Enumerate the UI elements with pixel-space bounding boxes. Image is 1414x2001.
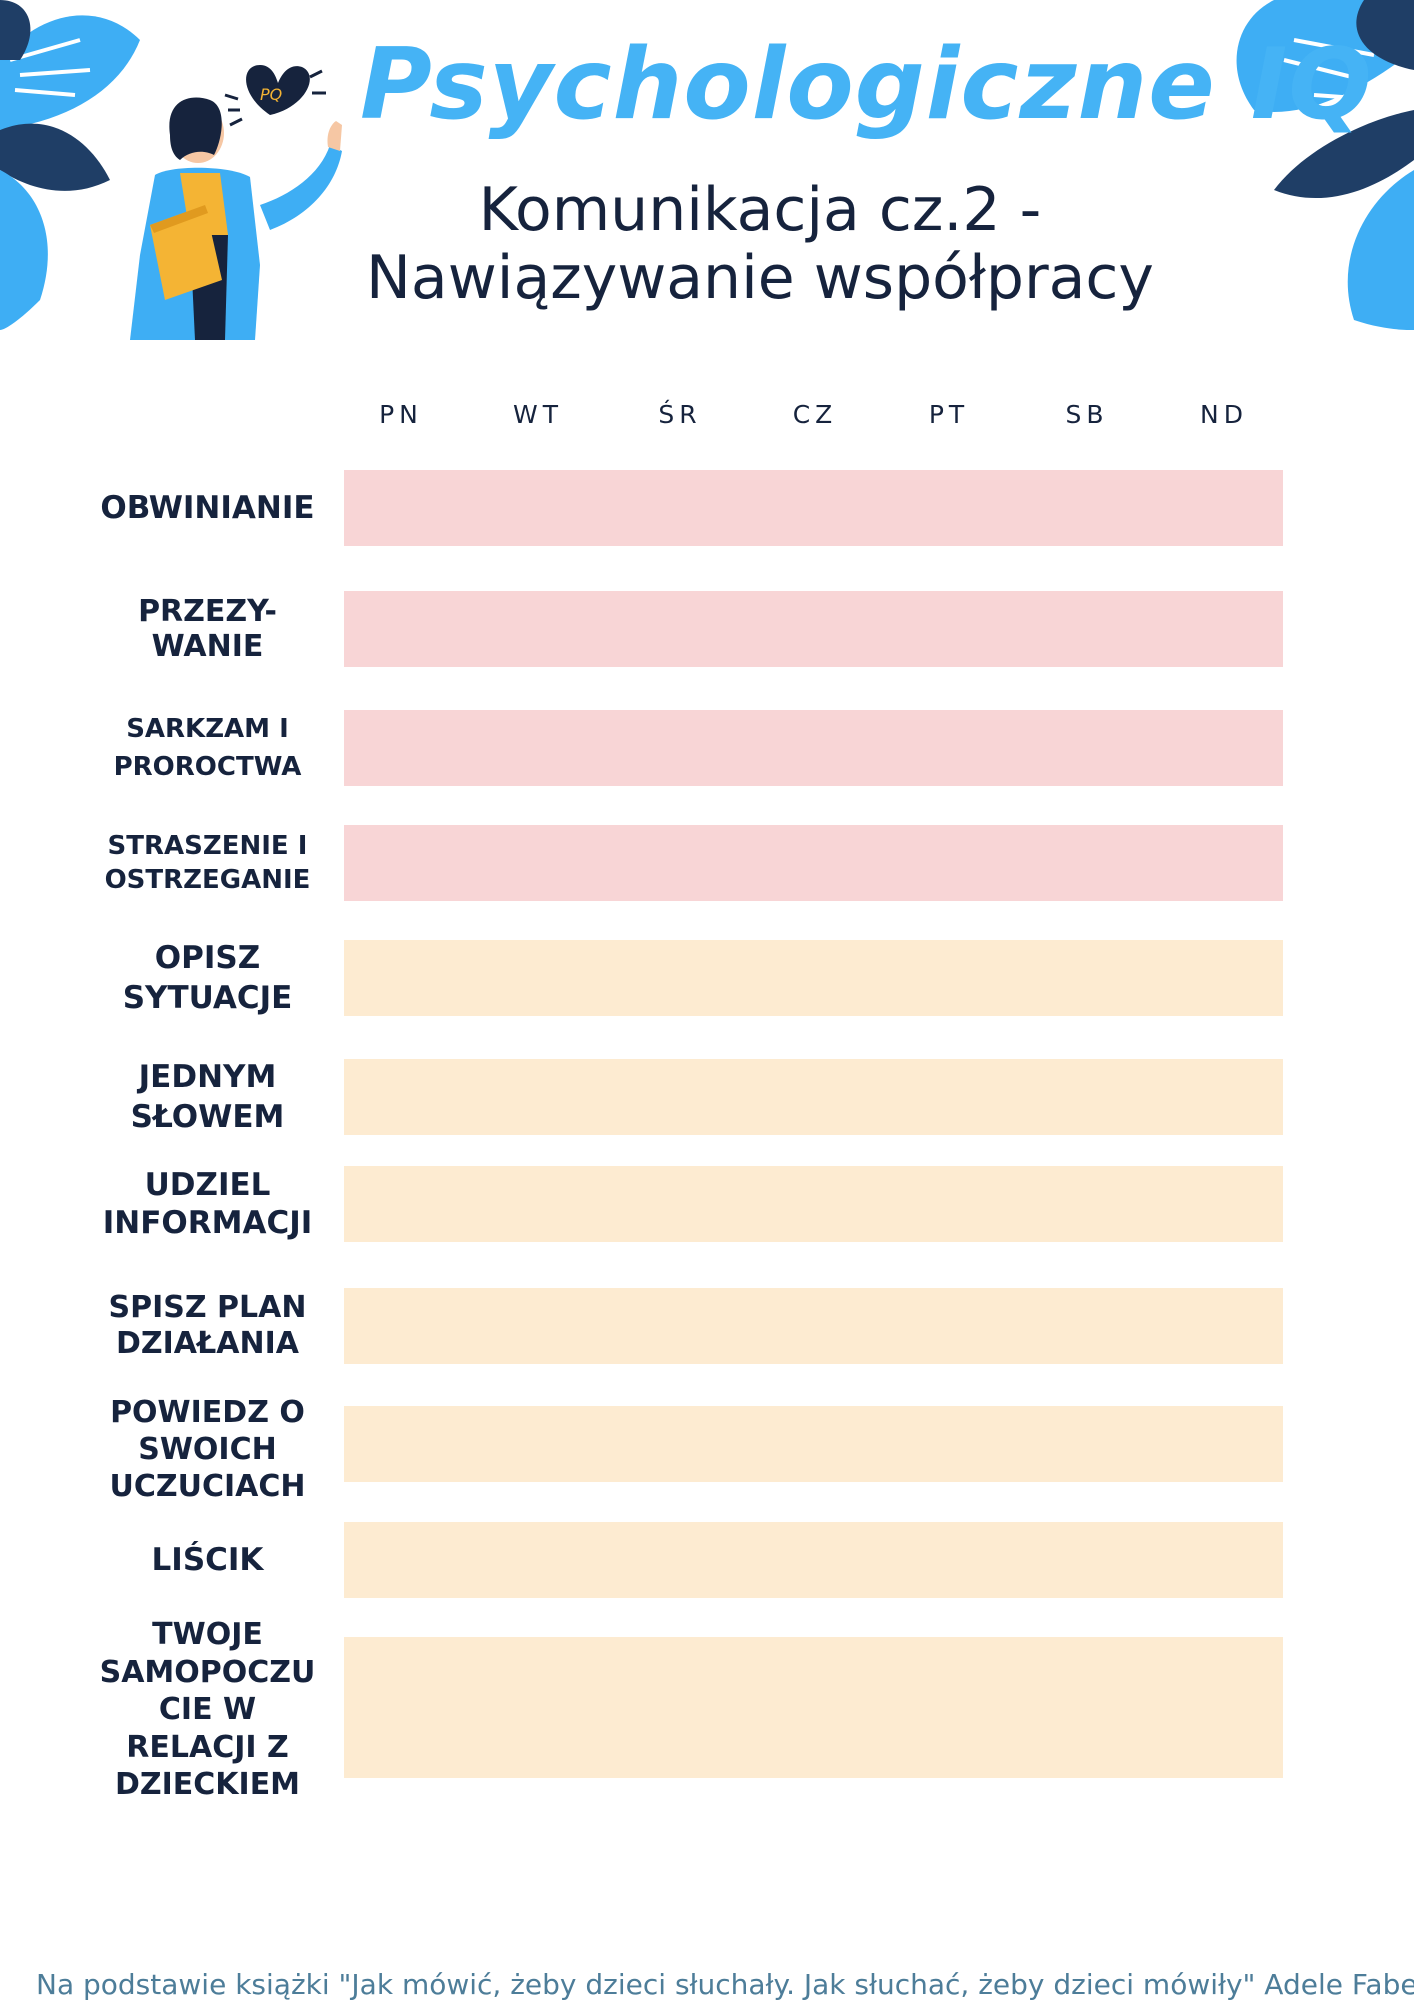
row-label-spisz-plan: SPISZ PLAN DZIAŁANIA xyxy=(108,1290,307,1361)
row-label-opisz-sytuacje: OPISZ SYTUACJE xyxy=(122,940,293,1016)
day-header-thu: CZ xyxy=(792,400,838,429)
row-label-liscik: LIŚCIK xyxy=(151,1542,264,1578)
row-label-powiedz-o-uczuciach: POWIEDZ O SWOICH UCZUCIACH xyxy=(109,1394,306,1504)
row-label-obwinianie: OBWINIANIE xyxy=(100,490,315,526)
row-label-jednym-slowem: JEDNYM SŁOWEM xyxy=(130,1059,285,1135)
flower-decoration-left xyxy=(0,0,140,330)
tracker-bar-udziel-informacji[interactable] xyxy=(344,1166,1283,1242)
tracker-bar-opisz-sytuacje[interactable] xyxy=(344,940,1283,1016)
row-label-straszenie: STRASZENIE I OSTRZEGANIE xyxy=(104,831,311,895)
tracker-bar-przezywanie[interactable] xyxy=(344,591,1283,667)
row-label-udziel-informacji: UDZIEL INFORMACJI xyxy=(102,1167,313,1241)
tracker-bar-obwinianie[interactable] xyxy=(344,470,1283,546)
day-header-sat: SB xyxy=(1065,400,1109,429)
source-footnote: Na podstawie książki "Jak mówić, żeby dz… xyxy=(36,1968,1414,2001)
day-header-mon: PN xyxy=(379,400,423,429)
page-subtitle: Komunikacja cz.2 - Nawiązywanie współpra… xyxy=(300,176,1220,312)
logo-badge-text: PQ xyxy=(260,85,282,104)
flower-decoration-right xyxy=(1236,0,1414,330)
brand-title: Psychologiczne IQ xyxy=(360,28,1373,142)
tracker-bar-spisz-plan[interactable] xyxy=(344,1288,1283,1364)
tracker-bar-straszenie[interactable] xyxy=(344,825,1283,901)
tracker-bar-powiedz-o-uczuciach[interactable] xyxy=(344,1406,1283,1482)
tracker-bar-samopoczucie[interactable] xyxy=(344,1637,1283,1778)
subtitle-line-1: Komunikacja cz.2 - xyxy=(478,175,1042,245)
day-header-fri: PT xyxy=(928,400,970,429)
tracker-bar-jednym-slowem[interactable] xyxy=(344,1059,1283,1135)
tracker-bar-liscik[interactable] xyxy=(344,1522,1283,1598)
day-header-sun: ND xyxy=(1200,400,1248,429)
day-header-wed: ŚR xyxy=(658,400,702,429)
tracker-bar-sarkazm[interactable] xyxy=(344,710,1283,786)
psychologist-illustration: PQ xyxy=(130,65,342,340)
row-label-przezywanie: PRZEZY- WANIE xyxy=(138,594,277,664)
subtitle-line-2: Nawiązywanie współpracy xyxy=(366,243,1154,313)
row-label-samopoczucie: TWOJE SAMOPOCZU CIE W RELACJI Z DZIECKIEM xyxy=(99,1617,316,1803)
day-header-tue: WT xyxy=(513,400,563,429)
row-label-sarkazm: SARKZAM I PROROCTWA xyxy=(113,714,302,782)
